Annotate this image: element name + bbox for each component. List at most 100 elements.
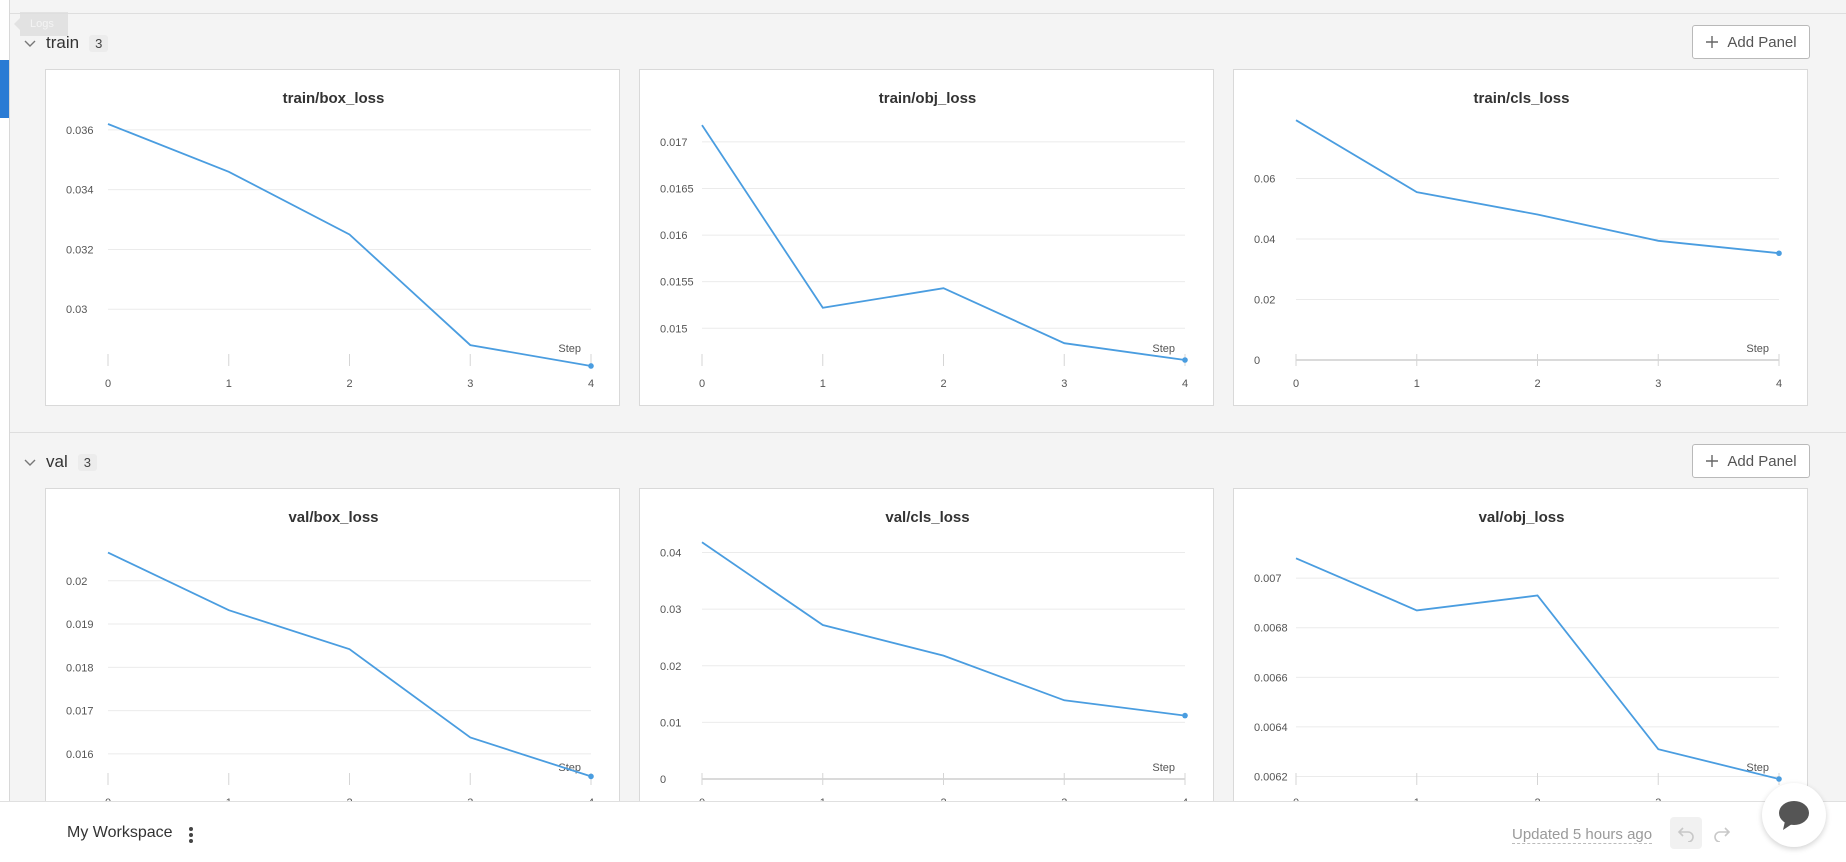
x-tick-label: 1 [1414,378,1420,390]
x-tick-label: 0 [699,378,705,390]
last-updated-status[interactable]: Updated 5 hours ago [1512,826,1652,844]
workspace-footer: My Workspace Updated 5 hours ago [0,801,1846,862]
data-point [588,363,594,369]
y-tick-label: 0.02 [66,576,87,588]
y-tick-label: 0.0064 [1254,722,1288,734]
undo-icon [1677,824,1695,842]
x-tick-label: 1 [226,378,232,390]
line-chart: val/obj_loss 0.007 0.0068 0.0066 0.0064 0.006… [1234,489,1809,826]
add-panel-label: Add Panel [1727,34,1796,51]
y-tick-label: 0.019 [66,619,94,631]
data-point [1182,713,1188,719]
y-tick-label: 0.0066 [1254,672,1288,684]
y-tick-label: 0.034 [66,185,94,197]
series-line [1296,558,1779,779]
section-title: val [46,452,68,472]
data-point [588,774,594,780]
redo-button[interactable] [1706,817,1738,849]
chart-title: val/obj_loss [1479,509,1565,526]
add-panel-label: Add Panel [1727,453,1796,470]
x-axis-label: Step [1152,762,1175,774]
line-chart: train/obj_loss 0.017 0.0165 0.016 0.0155 0.01… [640,70,1215,407]
y-tick-label: 0.01 [660,717,681,729]
x-tick-label: 3 [1655,378,1661,390]
left-rail [0,0,10,801]
series-line [108,553,591,777]
y-tick-label: 0 [1254,355,1260,367]
chart-title: train/box_loss [283,90,385,107]
chat-button[interactable] [1762,783,1826,847]
y-tick-label: 0.016 [66,749,94,761]
chart-title: val/box_loss [288,509,378,526]
y-tick-label: 0.0155 [660,277,694,289]
y-tick-label: 0 [660,774,666,786]
x-tick-label: 4 [1776,378,1782,390]
series-line [108,124,591,366]
data-point [1776,250,1782,256]
chart-title: val/cls_loss [885,509,969,526]
data-point [1182,357,1188,363]
section-title: train [46,33,79,53]
section-train: train 3 Add Panel train/box_loss 0.036 0.0… [10,13,1846,432]
chevron-down-icon[interactable] [24,37,36,49]
y-tick-label: 0.018 [66,662,94,674]
y-tick-label: 0.0165 [660,183,694,195]
x-tick-label: 0 [1293,378,1299,390]
section-val: val 3 Add Panel val/box_loss 0.02 0.019 0.0… [10,432,1846,803]
x-axis-label: Step [1746,343,1769,355]
y-tick-label: 0.015 [660,323,688,335]
y-tick-label: 0.017 [660,137,688,149]
chart-panel[interactable]: val/obj_loss 0.007 0.0068 0.0066 0.0064 0.006… [1233,488,1808,825]
x-tick-label: 4 [1182,378,1188,390]
x-tick-label: 3 [467,378,473,390]
y-tick-label: 0.032 [66,244,94,256]
plus-icon [1705,454,1719,468]
chart-panel[interactable]: train/obj_loss 0.017 0.0165 0.016 0.0155 0.01… [639,69,1214,406]
y-tick-label: 0.017 [66,706,94,718]
y-tick-label: 0.007 [1254,573,1282,585]
chart-title: train/obj_loss [879,90,977,107]
y-tick-label: 0.02 [660,661,681,673]
x-axis-label: Step [1152,343,1175,355]
add-panel-button[interactable]: Add Panel [1692,444,1810,478]
y-tick-label: 0.04 [660,548,681,560]
section-count-badge: 3 [89,35,108,52]
rail-active-indicator[interactable] [0,60,9,118]
y-tick-label: 0.0068 [1254,623,1288,635]
y-tick-label: 0.0062 [1254,772,1288,784]
section-header[interactable]: val 3 [24,450,97,474]
x-tick-label: 3 [1061,378,1067,390]
x-tick-label: 2 [1534,378,1540,390]
y-tick-label: 0.02 [1254,295,1275,307]
series-line [702,542,1185,715]
chart-panel[interactable]: val/box_loss0.020.0190.0180.0170.0160123… [45,488,620,825]
x-tick-label: 0 [105,378,111,390]
chevron-down-icon[interactable] [24,456,36,468]
series-line [702,125,1185,360]
y-tick-label: 0.016 [660,230,688,242]
add-panel-button[interactable]: Add Panel [1692,25,1810,59]
line-chart: val/box_loss0.020.0190.0180.0170.0160123… [46,489,621,826]
redo-icon [1713,824,1731,842]
section-header[interactable]: train 3 [24,31,108,55]
workspace-name[interactable]: My Workspace [67,824,173,842]
data-point [1776,776,1782,782]
y-tick-label: 0.03 [66,304,87,316]
series-line [1296,120,1779,253]
section-count-badge: 3 [78,454,97,471]
undo-button[interactable] [1670,817,1702,849]
kebab-icon[interactable] [187,825,195,845]
x-axis-label: Step [558,343,581,355]
x-tick-label: 2 [940,378,946,390]
y-tick-label: 0.036 [66,125,94,137]
plus-icon [1705,35,1719,49]
x-tick-label: 2 [346,378,352,390]
chart-title: train/cls_loss [1474,90,1570,107]
chat-bubble-icon [1777,799,1811,831]
